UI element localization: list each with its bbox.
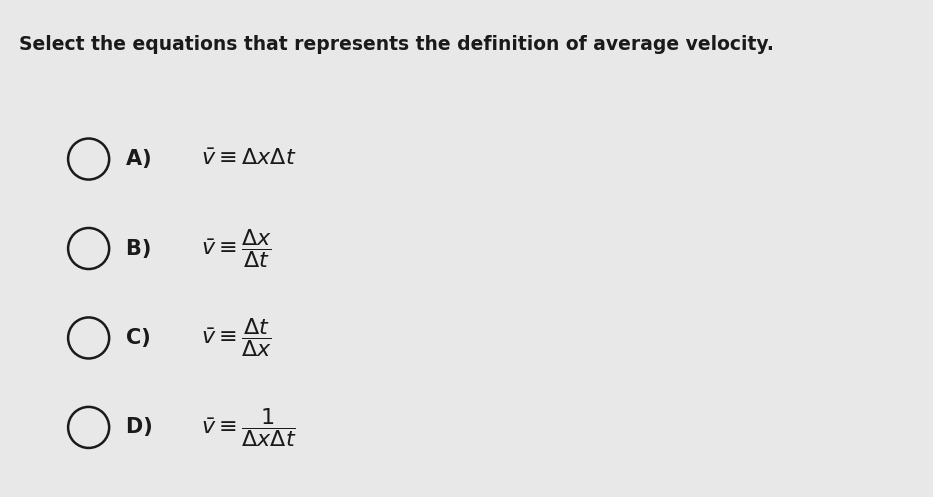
Text: $\bar{v} \equiv \dfrac{\Delta t}{\Delta x}$: $\bar{v} \equiv \dfrac{\Delta t}{\Delta …	[201, 317, 272, 359]
Text: $\bar{v} \equiv \dfrac{1}{\Delta x\Delta t}$: $\bar{v} \equiv \dfrac{1}{\Delta x\Delta…	[201, 406, 296, 449]
Text: $\bar{v} \equiv \dfrac{\Delta x}{\Delta t}$: $\bar{v} \equiv \dfrac{\Delta x}{\Delta …	[201, 227, 272, 270]
Text: $\bar{v} \equiv \Delta x\Delta t$: $\bar{v} \equiv \Delta x\Delta t$	[201, 149, 296, 169]
Text: Select the equations that represents the definition of average velocity.: Select the equations that represents the…	[19, 35, 773, 54]
Text: B): B)	[126, 239, 159, 258]
Text: A): A)	[126, 149, 159, 169]
Text: D): D)	[126, 417, 160, 437]
Text: C): C)	[126, 328, 158, 348]
